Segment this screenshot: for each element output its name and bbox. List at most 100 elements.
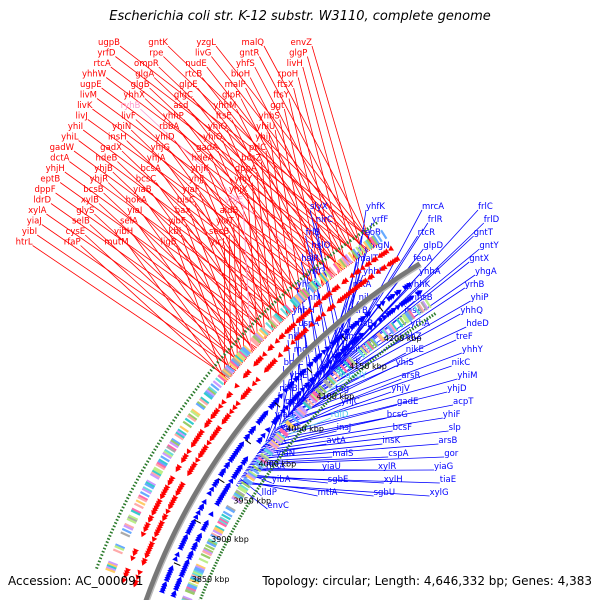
reverse-gene-arrow — [178, 542, 184, 549]
gc-skew-tick — [119, 509, 124, 512]
gene-leader-line — [185, 224, 240, 368]
gc-skew-tick — [144, 463, 148, 466]
forward-gene-arrow — [191, 441, 197, 448]
gc-skew-tick — [278, 295, 282, 299]
cog-block-forward — [355, 246, 363, 256]
gene-label: bcsB — [83, 185, 103, 195]
gc-content-tick — [423, 318, 427, 323]
gene-label: xylA — [28, 206, 46, 216]
cog-block-reverse — [259, 453, 269, 462]
cog-block-forward — [137, 495, 148, 503]
gene-label: yrhB — [465, 280, 485, 290]
gene-label: xylH — [384, 475, 403, 485]
forward-gene-arrow — [121, 577, 128, 584]
gene-leader-line — [105, 77, 354, 264]
gc-skew-tick — [351, 236, 355, 241]
cog-block-forward — [362, 241, 371, 251]
forward-gene-arrow — [262, 351, 268, 357]
gene-label: feoB — [362, 228, 381, 238]
cog-block-reverse — [243, 476, 254, 485]
gc-skew-tick — [142, 466, 146, 469]
gc-content-tick — [223, 543, 227, 546]
gene-leader-line — [84, 234, 236, 373]
gene-label: malT — [357, 254, 379, 264]
gc-skew-tick — [186, 399, 190, 403]
cog-block-forward — [325, 268, 334, 278]
gene-leader-line — [254, 66, 357, 261]
gc-content-tick — [213, 564, 217, 567]
gene-label: rdlD — [331, 410, 349, 420]
gene-label: yhjH — [46, 164, 65, 174]
gc-skew-tick — [312, 266, 317, 270]
gc-content-tick — [214, 561, 218, 565]
gene-label: gadW — [50, 143, 75, 153]
gene-label: envC — [267, 501, 289, 511]
gc-content-tick — [202, 588, 206, 592]
cog-block-forward — [200, 396, 210, 405]
gene-leader-line — [307, 56, 364, 256]
gc-content-tick — [336, 389, 340, 393]
cog-block-forward — [182, 420, 193, 429]
reverse-gene-arrow — [182, 533, 188, 540]
reverse-gene-arrow — [174, 581, 181, 587]
gene-label: gntX — [469, 254, 489, 264]
cog-block-reverse — [387, 324, 396, 334]
forward-gene-arrow — [221, 399, 227, 405]
cog-block-forward — [358, 244, 366, 254]
cog-block-forward — [289, 298, 298, 308]
forward-gene-arrow — [313, 302, 319, 308]
gene-leader-line — [226, 129, 305, 303]
cog-block-forward — [155, 463, 166, 471]
cog-block-forward — [206, 387, 217, 396]
cog-block-forward — [124, 522, 135, 530]
forward-gene-arrow — [151, 536, 158, 543]
gene-label: livG — [195, 49, 211, 59]
cog-block-reverse — [239, 483, 249, 492]
cog-block-forward — [167, 444, 177, 452]
cog-block-forward — [231, 357, 241, 366]
gene-label: lldP — [262, 488, 277, 498]
gc-skew-tick — [315, 263, 319, 268]
forward-gene-arrow — [154, 531, 160, 538]
gene-label: bcsA — [140, 164, 160, 174]
reverse-gene-arrow — [188, 550, 194, 556]
reverse-gene-arrow — [320, 366, 326, 373]
forward-gene-arrow — [167, 479, 173, 486]
reverse-gene-arrow — [414, 291, 421, 297]
gc-skew-tick — [310, 268, 314, 272]
gc-content-tick — [371, 357, 375, 361]
cog-block-forward — [309, 281, 318, 291]
reverse-gene-arrow — [385, 296, 392, 302]
gene-leader-line — [246, 468, 379, 471]
gene-label: selA — [120, 217, 138, 227]
forward-gene-arrow — [195, 457, 201, 463]
cog-block-forward — [204, 390, 214, 399]
forward-gene-arrow — [137, 569, 144, 576]
cog-block-forward — [141, 487, 152, 495]
gc-content-tick — [312, 414, 316, 419]
gc-skew-tick — [232, 342, 236, 346]
forward-gene-arrow — [130, 555, 136, 562]
cog-block-reverse — [390, 322, 399, 332]
gene-leader-line — [217, 150, 289, 317]
gene-label: yhhQ — [460, 306, 483, 316]
gc-skew-tick — [188, 396, 192, 400]
cog-block-forward — [229, 360, 239, 369]
gc-content-tick — [378, 352, 382, 356]
cog-block-reverse — [296, 407, 306, 416]
gene-label: yhjK — [190, 164, 209, 174]
gc-skew-tick — [158, 439, 163, 443]
reverse-gene-arrow — [243, 435, 249, 442]
reverse-gene-arrow — [208, 486, 214, 493]
forward-gene-arrow — [234, 382, 240, 389]
gene-label: malS — [332, 449, 353, 459]
gene-leader-line — [320, 261, 470, 381]
gc-skew-tick — [151, 451, 155, 455]
tick-mark — [274, 402, 281, 408]
gc-content-tick — [294, 435, 299, 439]
forward-gene-arrow — [235, 400, 242, 407]
gene-leader-line — [208, 171, 275, 331]
reverse-gene-arrow — [306, 363, 312, 369]
gc-skew-tick — [211, 366, 215, 370]
